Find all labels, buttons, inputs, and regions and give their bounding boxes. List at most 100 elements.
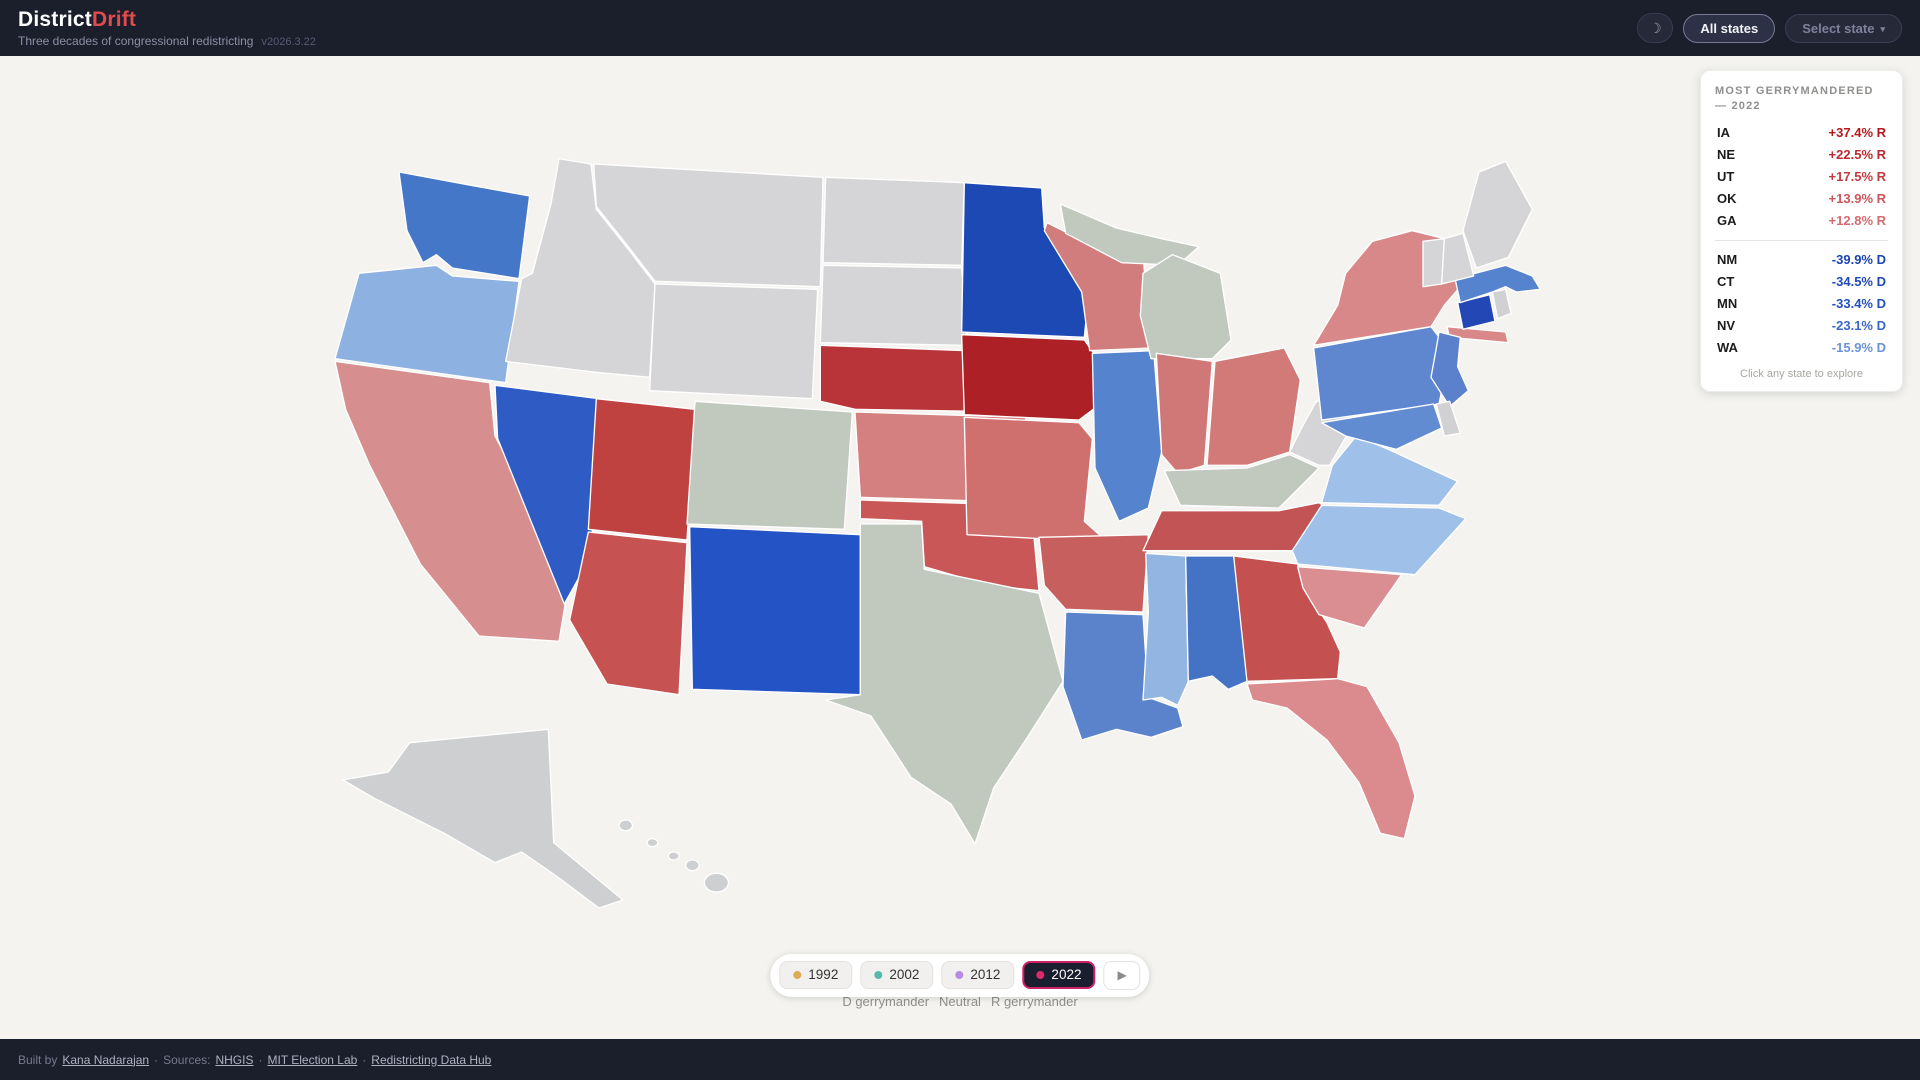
state-il[interactable]: [1091, 349, 1163, 522]
leaderboard-row[interactable]: WA -15.9% D: [1715, 337, 1888, 359]
leaderboard-state-abbr: NV: [1717, 318, 1736, 334]
year-dot-icon: [874, 971, 883, 980]
leaderboard-row[interactable]: UT +17.5% R: [1715, 166, 1888, 188]
year-chip-2012[interactable]: 2012: [941, 961, 1015, 990]
year-dot-icon: [1036, 971, 1045, 980]
year-label: 2012: [970, 967, 1001, 983]
timeline-year-selector: 1992 2002 2012 2022 ▶: [770, 954, 1150, 997]
select-state-button[interactable]: Select state ▾: [1785, 13, 1902, 43]
all-states-button[interactable]: All states: [1683, 13, 1776, 43]
state-md[interactable]: [1320, 403, 1443, 450]
year-label: 1992: [808, 967, 839, 983]
state-in[interactable]: [1155, 352, 1213, 474]
state-ri[interactable]: [1491, 288, 1512, 320]
leaderboard-state-value: -33.4% D: [1831, 296, 1886, 312]
state-nj[interactable]: [1430, 331, 1469, 408]
legend-d-label: D gerrymander: [842, 994, 930, 1009]
state-az[interactable]: [569, 531, 688, 696]
state-vt[interactable]: [1422, 238, 1445, 288]
app-subtitle: Three decades of congressional redistric…: [18, 33, 254, 48]
us-choropleth-map[interactable]: [295, 116, 1575, 916]
app-title-accent: Drift: [91, 8, 137, 32]
state-nh[interactable]: [1440, 232, 1475, 285]
state-sc[interactable]: [1296, 566, 1403, 629]
state-ma[interactable]: [1454, 264, 1541, 304]
source-link-mit[interactable]: MIT Election Lab: [267, 1052, 358, 1067]
play-icon: ▶: [1117, 968, 1127, 982]
map-area: MOST GERRYMANDERED — 2022 IA +37.4% R NE…: [0, 56, 1920, 1039]
play-button[interactable]: ▶: [1103, 961, 1141, 990]
app-title: DistrictDrift: [18, 8, 316, 31]
theme-toggle-button[interactable]: ☽: [1637, 13, 1674, 43]
state-wy[interactable]: [649, 283, 819, 400]
year-chip-2022[interactable]: 2022: [1022, 961, 1096, 990]
header-actions: ☽ All states Select state ▾: [1637, 13, 1902, 43]
map-legend: D gerrymander Neutral R gerrymander: [0, 994, 1920, 1009]
source-link-rdh[interactable]: Redistricting Data Hub: [371, 1052, 492, 1067]
leaderboard-state-abbr: OK: [1717, 191, 1737, 207]
leaderboard-state-value: +37.4% R: [1828, 125, 1886, 141]
leaderboard-row[interactable]: GA +12.8% R: [1715, 210, 1888, 232]
leaderboard-state-value: +13.9% R: [1828, 191, 1886, 207]
app-title-primary: District: [18, 8, 92, 32]
leaderboard-row[interactable]: MN -33.4% D: [1715, 293, 1888, 315]
state-nd[interactable]: [822, 176, 965, 266]
year-label: 2002: [889, 967, 920, 983]
state-ms[interactable]: [1142, 552, 1189, 706]
state-de[interactable]: [1435, 400, 1461, 437]
state-ia[interactable]: [961, 333, 1101, 421]
state-hi[interactable]: [618, 819, 730, 893]
state-oh[interactable]: [1206, 347, 1301, 466]
year-chip-1992[interactable]: 1992: [779, 961, 853, 990]
leaderboard-state-value: -23.1% D: [1831, 318, 1886, 334]
state-ct[interactable]: [1456, 293, 1496, 330]
state-ca[interactable]: [334, 360, 571, 642]
source-link-nhgis[interactable]: NHGIS: [215, 1052, 254, 1067]
brand: DistrictDrift Three decades of congressi…: [18, 8, 316, 47]
leaderboard-state-value: -34.5% D: [1831, 274, 1886, 290]
gerrymander-leaderboard-panel: MOST GERRYMANDERED — 2022 IA +37.4% R NE…: [1700, 70, 1903, 392]
author-link[interactable]: Kana Nadarajan: [62, 1052, 150, 1067]
state-ar[interactable]: [1038, 534, 1149, 613]
state-nc[interactable]: [1291, 504, 1467, 576]
state-fl[interactable]: [1246, 678, 1416, 840]
legend-r-label: R gerrymander: [990, 994, 1078, 1009]
year-label: 2022: [1051, 967, 1082, 983]
state-mo[interactable]: [963, 416, 1109, 544]
democratic-leaderboard: NM -39.9% D CT -34.5% D MN -33.4% D NV -…: [1715, 249, 1888, 359]
state-or[interactable]: [334, 264, 520, 384]
leaderboard-row[interactable]: CT -34.5% D: [1715, 271, 1888, 293]
separator: ·: [154, 1052, 159, 1067]
leaderboard-row[interactable]: IA +37.4% R: [1715, 122, 1888, 144]
leaderboard-row[interactable]: NM -39.9% D: [1715, 249, 1888, 271]
leaderboard-state-abbr: WA: [1717, 340, 1738, 356]
leaderboard-row[interactable]: NV -23.1% D: [1715, 315, 1888, 337]
state-mi[interactable]: [1059, 203, 1200, 266]
state-tx[interactable]: [825, 523, 1064, 845]
state-ak[interactable]: [342, 728, 624, 909]
state-co[interactable]: [686, 400, 853, 530]
app-version: v2026.3.22: [261, 35, 316, 48]
leaderboard-state-abbr: IA: [1717, 125, 1730, 141]
leaderboard-state-abbr: CT: [1717, 274, 1735, 290]
state-nm[interactable]: [689, 526, 861, 696]
state-ut[interactable]: [587, 397, 696, 541]
leaderboard-state-abbr: NE: [1717, 147, 1736, 163]
state-wa[interactable]: [398, 171, 531, 280]
separator: ·: [258, 1052, 263, 1067]
leaderboard-row[interactable]: NE +22.5% R: [1715, 144, 1888, 166]
leaderboard-state-value: -39.9% D: [1831, 252, 1886, 268]
state-mi[interactable]: [1139, 254, 1232, 360]
state-me[interactable]: [1462, 160, 1533, 269]
app-subtitle-row: Three decades of congressional redistric…: [18, 34, 316, 48]
all-states-label: All states: [1700, 20, 1759, 36]
state-ky[interactable]: [1163, 453, 1320, 509]
leaderboard-state-abbr: GA: [1717, 213, 1737, 229]
year-chip-2002[interactable]: 2002: [860, 961, 934, 990]
state-sd[interactable]: [819, 264, 968, 346]
built-by-text: Built by: [18, 1052, 58, 1067]
leaderboard-state-value: +12.8% R: [1828, 213, 1886, 229]
leaderboard-row[interactable]: OK +13.9% R: [1715, 188, 1888, 210]
state-mt[interactable]: [593, 163, 824, 288]
moon-icon: ☽: [1649, 19, 1662, 36]
